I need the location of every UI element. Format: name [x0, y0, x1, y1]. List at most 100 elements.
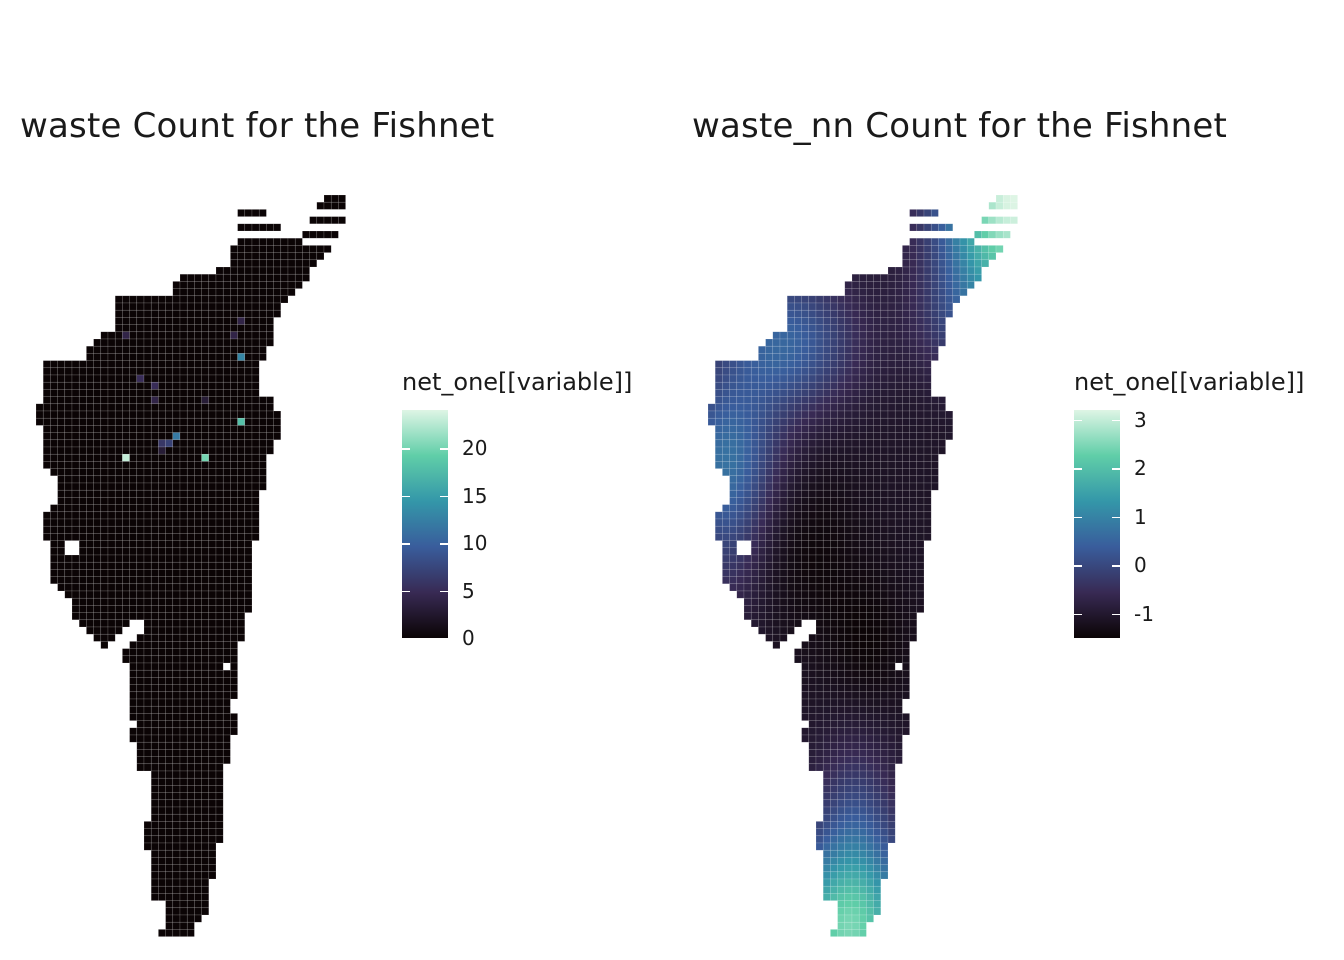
- fishnet-cell: [179, 799, 188, 808]
- fishnet-cell: [786, 295, 795, 304]
- fishnet-cell: [230, 360, 238, 369]
- fishnet-cell: [165, 360, 174, 369]
- fishnet-cell: [258, 281, 267, 289]
- fishnet-cell: [981, 245, 990, 253]
- fishnet-cell: [201, 641, 210, 649]
- fishnet-cell: [765, 432, 774, 441]
- fishnet-cell: [230, 309, 238, 318]
- fishnet-cell: [873, 547, 882, 556]
- fishnet-cell: [114, 324, 123, 333]
- fishnet-cell: [750, 446, 759, 455]
- fishnet-cell: [122, 360, 130, 369]
- fishnet-cell: [858, 273, 867, 282]
- fishnet-cell: [916, 389, 925, 397]
- fishnet-cell: [880, 273, 889, 282]
- fishnet-cell: [952, 237, 961, 246]
- legend-tick-mark: [1112, 516, 1120, 519]
- fishnet-cell: [57, 453, 66, 462]
- fishnet-cell: [830, 533, 838, 541]
- fishnet-cell: [765, 338, 774, 347]
- fishnet-cell: [902, 360, 910, 369]
- fishnet-cell: [830, 540, 838, 549]
- fishnet-cell: [208, 389, 217, 397]
- fishnet-cell: [201, 540, 210, 549]
- fishnet-cell: [93, 540, 102, 549]
- fishnet-cell: [194, 295, 202, 304]
- fishnet-cell: [186, 662, 195, 671]
- legend-title: net_one[[variable]]: [1074, 368, 1305, 396]
- fishnet-cell: [244, 446, 253, 455]
- fishnet-cell: [830, 489, 838, 498]
- fishnet-cell: [722, 396, 730, 405]
- fishnet-cell: [100, 612, 109, 621]
- legend-tick-mark: [1112, 565, 1120, 567]
- fishnet-cell: [887, 777, 896, 786]
- fishnet-cell: [902, 439, 910, 448]
- fishnet-cell: [258, 446, 267, 455]
- fishnet-cell: [844, 288, 853, 297]
- legend-gradient: [1074, 410, 1120, 638]
- fishnet-cell: [786, 504, 795, 513]
- fishnet-cell: [952, 295, 961, 304]
- fishnet-cell: [837, 569, 846, 577]
- fishnet-cell: [801, 417, 810, 426]
- fishnet-cell: [201, 734, 210, 743]
- fishnet-cell: [902, 396, 910, 405]
- fishnet-cell: [237, 367, 246, 376]
- fishnet-cell: [222, 403, 231, 412]
- fishnet-cell: [158, 374, 166, 383]
- fishnet-cell: [201, 684, 210, 693]
- fishnet-cell: [114, 482, 123, 491]
- fishnet-cell: [858, 777, 867, 786]
- fishnet-cell: [880, 842, 889, 851]
- fishnet-cell: [830, 461, 838, 469]
- fishnet-cell: [815, 626, 824, 635]
- fishnet-cell: [801, 324, 810, 333]
- fishnet-cell: [815, 432, 824, 441]
- fishnet-cell: [71, 403, 80, 412]
- fishnet-cell: [129, 547, 138, 556]
- fishnet-cell: [794, 461, 802, 469]
- fishnet-cell: [150, 410, 159, 419]
- fishnet-cell: [186, 569, 195, 577]
- fishnet-cell: [136, 648, 145, 657]
- fishnet-cell: [186, 885, 195, 894]
- fishnet-cell: [107, 389, 116, 397]
- fishnet-cell: [230, 648, 238, 657]
- fishnet-cell: [107, 533, 116, 541]
- fishnet-cell: [837, 749, 846, 757]
- fishnet-cell: [266, 302, 274, 311]
- fishnet-cell: [866, 583, 874, 592]
- fishnet-cell: [808, 561, 817, 570]
- fishnet-cell: [722, 453, 730, 462]
- fishnet-cell: [194, 626, 202, 635]
- fishnet-cell: [779, 468, 788, 477]
- fishnet-cell: [201, 482, 210, 491]
- fishnet-cell: [988, 201, 997, 210]
- fishnet-cell: [201, 360, 210, 369]
- fishnet-cell: [909, 209, 918, 217]
- fishnet-cell: [722, 468, 730, 477]
- fishnet-cell: [930, 309, 939, 318]
- fishnet-cell: [837, 914, 846, 923]
- fishnet-cell: [71, 533, 80, 541]
- fishnet-cell: [93, 605, 102, 613]
- fishnet-cell: [129, 669, 138, 678]
- fishnet-cell: [114, 295, 123, 304]
- fishnet-cell: [186, 633, 195, 642]
- fishnet-cell: [215, 713, 224, 721]
- fishnet-cell: [894, 698, 903, 707]
- fishnet-cell: [801, 302, 810, 311]
- fishnet-cell: [194, 770, 202, 779]
- fishnet-cell: [208, 439, 217, 448]
- fishnet-cell: [894, 453, 903, 462]
- fishnet-cell: [201, 597, 210, 606]
- fishnet-cell: [78, 569, 87, 577]
- fishnet-cell: [122, 540, 130, 549]
- fishnet-cell: [150, 713, 159, 721]
- fishnet-cell: [743, 461, 752, 469]
- fishnet-cell: [201, 662, 210, 671]
- fishnet-cell: [837, 770, 846, 779]
- fishnet-cell: [237, 482, 246, 491]
- fishnet-cell: [158, 511, 166, 520]
